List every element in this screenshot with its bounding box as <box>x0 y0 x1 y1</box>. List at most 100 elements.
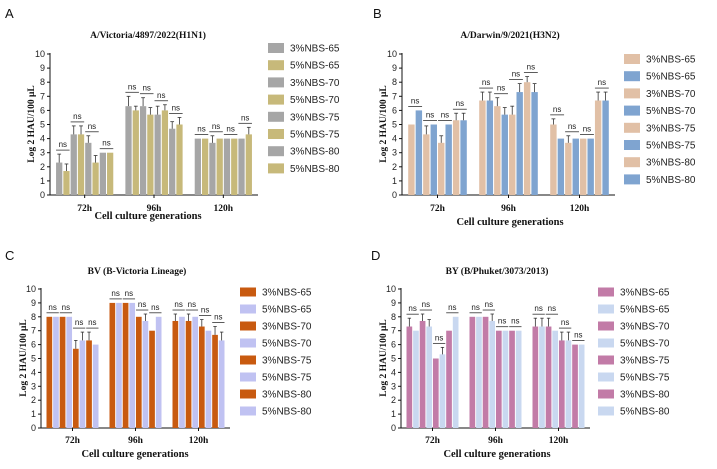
y-tick-label: 9 <box>40 63 45 73</box>
bar <box>238 138 245 195</box>
panel-b: B A/Darwin/9/2021(H3N2) 0 1 2 3 4 5 6 7 8 9 10 Log 2 … <box>373 6 696 228</box>
legend-swatch <box>268 94 284 105</box>
ns-label: ns <box>111 289 119 298</box>
ns-label: ns <box>151 303 159 312</box>
legend-swatch <box>598 372 614 382</box>
ns-label: ns <box>498 317 506 326</box>
bar <box>594 100 602 195</box>
bar <box>413 330 419 428</box>
ns-label: ns <box>435 333 443 342</box>
bar <box>155 316 162 428</box>
bar <box>149 330 155 428</box>
ns-label: ns <box>553 105 561 114</box>
bar <box>194 138 201 195</box>
legend-swatch <box>240 389 256 399</box>
bar <box>479 100 486 195</box>
bar <box>426 326 433 428</box>
ns-label: ns <box>448 303 456 312</box>
bar <box>70 134 77 195</box>
bar <box>531 92 538 195</box>
ns-label: ns <box>172 103 180 112</box>
bar <box>565 142 572 195</box>
ns-label: ns <box>73 112 81 121</box>
bar <box>223 138 231 195</box>
panel-d: D BY (B/Phuket/3073/2013) 0 1 2 3 4 5 6 7 8 9 10 Log … <box>371 248 670 460</box>
bar <box>179 316 185 428</box>
y-axis-label: Log 2 HAU/100 μL <box>27 85 37 162</box>
legend-swatch <box>598 304 614 314</box>
y-tick-label: 6 <box>31 340 36 350</box>
legend-label: 3%NBS-75 <box>620 356 670 367</box>
y-tick-label: 4 <box>40 134 45 144</box>
ns-label: ns <box>214 313 222 322</box>
ns-label: ns <box>88 318 96 327</box>
legend-swatch <box>268 129 284 139</box>
y-tick-label: 1 <box>40 176 45 186</box>
y-tick-label: 10 <box>386 284 396 294</box>
y-tick-label: 2 <box>392 162 397 172</box>
legend-label: 3%NBS-75 <box>262 356 312 367</box>
bar <box>432 358 439 428</box>
ns-label: ns <box>201 306 209 315</box>
bar <box>86 340 92 428</box>
ns-label: ns <box>48 303 56 312</box>
legend-label: 5%NBS-75 <box>646 141 696 152</box>
x-category-label: 96h <box>501 204 517 214</box>
legend-label: 3%NBS-65 <box>262 288 312 299</box>
bar <box>125 106 132 195</box>
y-tick-label: 9 <box>392 63 397 73</box>
legend-label: 3%NBS-70 <box>290 78 340 89</box>
y-tick-label: 8 <box>391 312 396 322</box>
bar <box>139 106 147 195</box>
bar <box>580 138 587 195</box>
bar <box>552 330 559 428</box>
chart-title: A/Darwin/9/2021(H3N2) <box>460 30 559 41</box>
bar <box>129 302 136 428</box>
y-tick-label: 7 <box>392 91 397 101</box>
bar <box>205 330 212 428</box>
bar <box>486 100 494 195</box>
ns-label: ns <box>422 300 430 309</box>
legend-swatch <box>268 43 284 53</box>
x-category-label: 120h <box>214 204 234 214</box>
x-axis-label: Cell culture generations <box>94 211 201 222</box>
legend-label: 5%NBS-80 <box>262 407 312 418</box>
legend-label: 3%NBS-70 <box>646 89 696 100</box>
ns-label: ns <box>568 122 576 131</box>
bar <box>109 302 116 428</box>
bar <box>476 316 482 428</box>
legend-label: 3%NBS-80 <box>620 390 670 401</box>
legend-label: 5%NBS-70 <box>290 95 340 106</box>
bar <box>550 124 557 195</box>
legend-label: 3%NBS-75 <box>290 112 340 123</box>
y-tick-label: 3 <box>392 148 397 158</box>
bar <box>122 302 129 428</box>
bar <box>53 316 59 428</box>
bar <box>501 114 508 195</box>
x-category-label: 72h <box>77 204 93 214</box>
y-tick-label: 1 <box>31 409 36 419</box>
bar <box>99 152 106 195</box>
bar <box>602 100 609 195</box>
y-tick-label: 3 <box>40 148 45 158</box>
x-axis-label: Cell culture generations <box>456 217 563 228</box>
bar <box>452 316 459 428</box>
y-tick-label: 2 <box>391 395 396 405</box>
y-tick-label: 8 <box>31 312 36 322</box>
y-tick-label: 2 <box>31 395 36 405</box>
bar <box>245 134 252 195</box>
x-category-label: 72h <box>65 436 81 446</box>
y-tick-label: 9 <box>391 298 396 308</box>
y-tick-label: 5 <box>391 354 396 364</box>
bar <box>502 330 509 428</box>
panel-letter: B <box>373 6 382 21</box>
bar <box>446 330 452 428</box>
legend-label: 3%NBS-80 <box>290 147 340 158</box>
bar <box>218 340 225 428</box>
ns-label: ns <box>482 78 490 87</box>
y-tick-label: 2 <box>40 162 45 172</box>
y-tick-label: 5 <box>392 120 397 130</box>
ns-label: ns <box>142 84 150 93</box>
bar <box>539 326 545 428</box>
ns-label: ns <box>598 78 606 87</box>
